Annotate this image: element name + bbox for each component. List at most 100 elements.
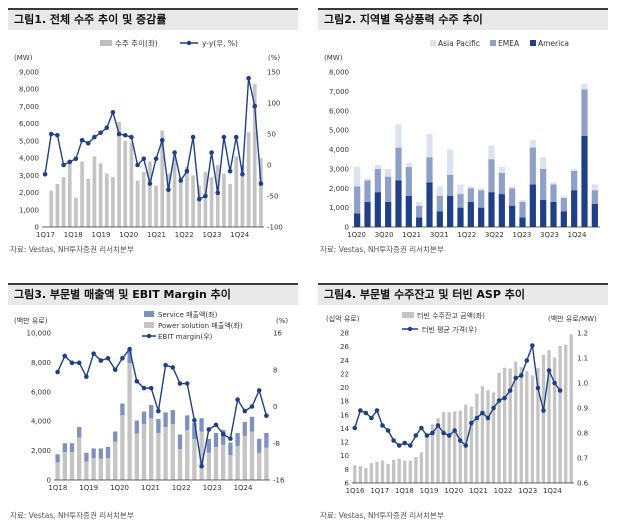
x-tick-label: 1Q17: [370, 487, 389, 495]
stacked-bar-segment: [509, 205, 516, 227]
line-point: [396, 443, 402, 448]
bar-power-solution: [242, 435, 247, 480]
stacked-bar-segment: [509, 188, 516, 206]
y-left-tick-label: 6,000: [329, 107, 349, 115]
x-tick-label: 3Q20: [375, 231, 394, 239]
y-left-tick-label: 3,000: [19, 172, 39, 180]
bar-service: [149, 405, 154, 419]
line-point: [79, 137, 85, 143]
stacked-bar-segment: [540, 168, 547, 200]
bar-service: [257, 438, 262, 453]
bar: [525, 371, 529, 483]
stacked-bar-segment: [591, 184, 598, 191]
x-tick-label: 1Q20: [119, 231, 138, 239]
stacked-bar-segment: [519, 217, 526, 227]
bar-service: [177, 434, 183, 450]
y-left-tick-label: 6,000: [19, 120, 39, 128]
stacked-bar-segment: [354, 186, 361, 214]
y-left-tick-label: 1,000: [329, 204, 349, 212]
stacked-bar-segment: [581, 83, 588, 90]
y-left-tick-label: 5,000: [329, 127, 349, 135]
stacked-bar-segment: [529, 139, 536, 148]
stacked-bar-segment: [354, 213, 361, 227]
line-point: [507, 388, 513, 393]
stacked-bar-segment: [364, 180, 371, 202]
y-left-tick-label: 0: [47, 477, 51, 485]
x-tick-label: 1Q23: [203, 484, 222, 492]
x-tick-label: 1Q18: [48, 484, 67, 492]
line-point: [110, 110, 116, 115]
line-point: [112, 367, 118, 373]
line-point: [402, 440, 408, 446]
stacked-bar-segment: [498, 194, 505, 227]
stacked-bar-segment: [591, 190, 598, 204]
line-point: [98, 130, 103, 136]
bar: [117, 121, 121, 227]
stacked-bar-segment: [498, 172, 505, 195]
line-point: [209, 150, 214, 155]
stacked-bar-segment: [457, 194, 464, 208]
stacked-bar-segment: [550, 184, 557, 202]
chart-title-4: 그림4. 부문별 수주잔고 및 터빈 ASP 추이: [318, 283, 608, 305]
bar-service: [134, 420, 139, 434]
bar: [154, 185, 158, 227]
bar: [240, 165, 245, 227]
legend-swatch: [430, 40, 436, 46]
stacked-bar-segment: [457, 184, 464, 195]
line-point: [252, 103, 258, 109]
stacked-bar-segment: [426, 134, 433, 158]
line-point: [134, 378, 140, 384]
stacked-bar-segment: [498, 166, 505, 173]
line-point: [249, 404, 255, 409]
line-point: [480, 410, 485, 416]
bar: [453, 411, 457, 483]
x-tick-label: 3Q22: [485, 231, 504, 239]
line-point: [213, 422, 219, 428]
legend-swatch-bars: [100, 40, 112, 46]
line-point: [535, 385, 541, 391]
x-tick-label: 1Q20: [110, 484, 129, 492]
bar: [203, 171, 208, 227]
line-point: [105, 355, 111, 361]
stacked-bar-segment: [581, 89, 588, 136]
stacked-bar-segment: [560, 197, 567, 212]
bar-service: [249, 416, 255, 432]
stacked-bar-segment: [581, 135, 588, 227]
x-tick-label: 1Q23: [203, 231, 222, 239]
bar-power-solution: [149, 418, 154, 480]
line-point: [246, 75, 251, 81]
bar-power-solution: [170, 424, 175, 480]
stacked-bar-segment: [385, 168, 392, 177]
y-left-tick-label: 2,000: [31, 447, 51, 455]
stacked-bar-segment: [374, 165, 381, 169]
x-tick-label: 1Q21: [141, 484, 160, 492]
x-tick-label: 1Q21: [147, 231, 166, 239]
line-point: [385, 428, 391, 433]
x-tick-label: 3Q23: [540, 231, 559, 239]
bar-power-solution: [91, 457, 96, 480]
bar: [502, 367, 507, 483]
line-point: [474, 415, 480, 421]
y-left-tick-label: 20: [340, 384, 349, 392]
stacked-bar-segment: [488, 145, 495, 160]
bar: [123, 140, 128, 227]
line-point: [380, 423, 385, 428]
y-left-tick-label: 14: [340, 425, 349, 433]
line-point: [485, 415, 491, 421]
bar-power-solution: [120, 415, 125, 480]
y-left-tick-label: 18: [340, 398, 349, 406]
line-point: [358, 408, 363, 413]
stacked-bar-segment: [519, 201, 526, 218]
line-point: [122, 132, 128, 138]
x-tick-label: 1Q23: [512, 231, 531, 239]
bar: [486, 390, 490, 483]
bar-service: [170, 410, 175, 425]
legend-label-service: Service 매출액(좌): [158, 310, 218, 319]
x-tick-label: 3Q21: [430, 231, 449, 239]
line-point: [220, 431, 226, 437]
y-right-tick-label: 100: [267, 100, 280, 108]
stacked-bar-segment: [478, 190, 485, 208]
stacked-bar-segment: [395, 124, 402, 148]
bar-service: [91, 448, 96, 458]
legend-marker-line: [146, 333, 152, 339]
